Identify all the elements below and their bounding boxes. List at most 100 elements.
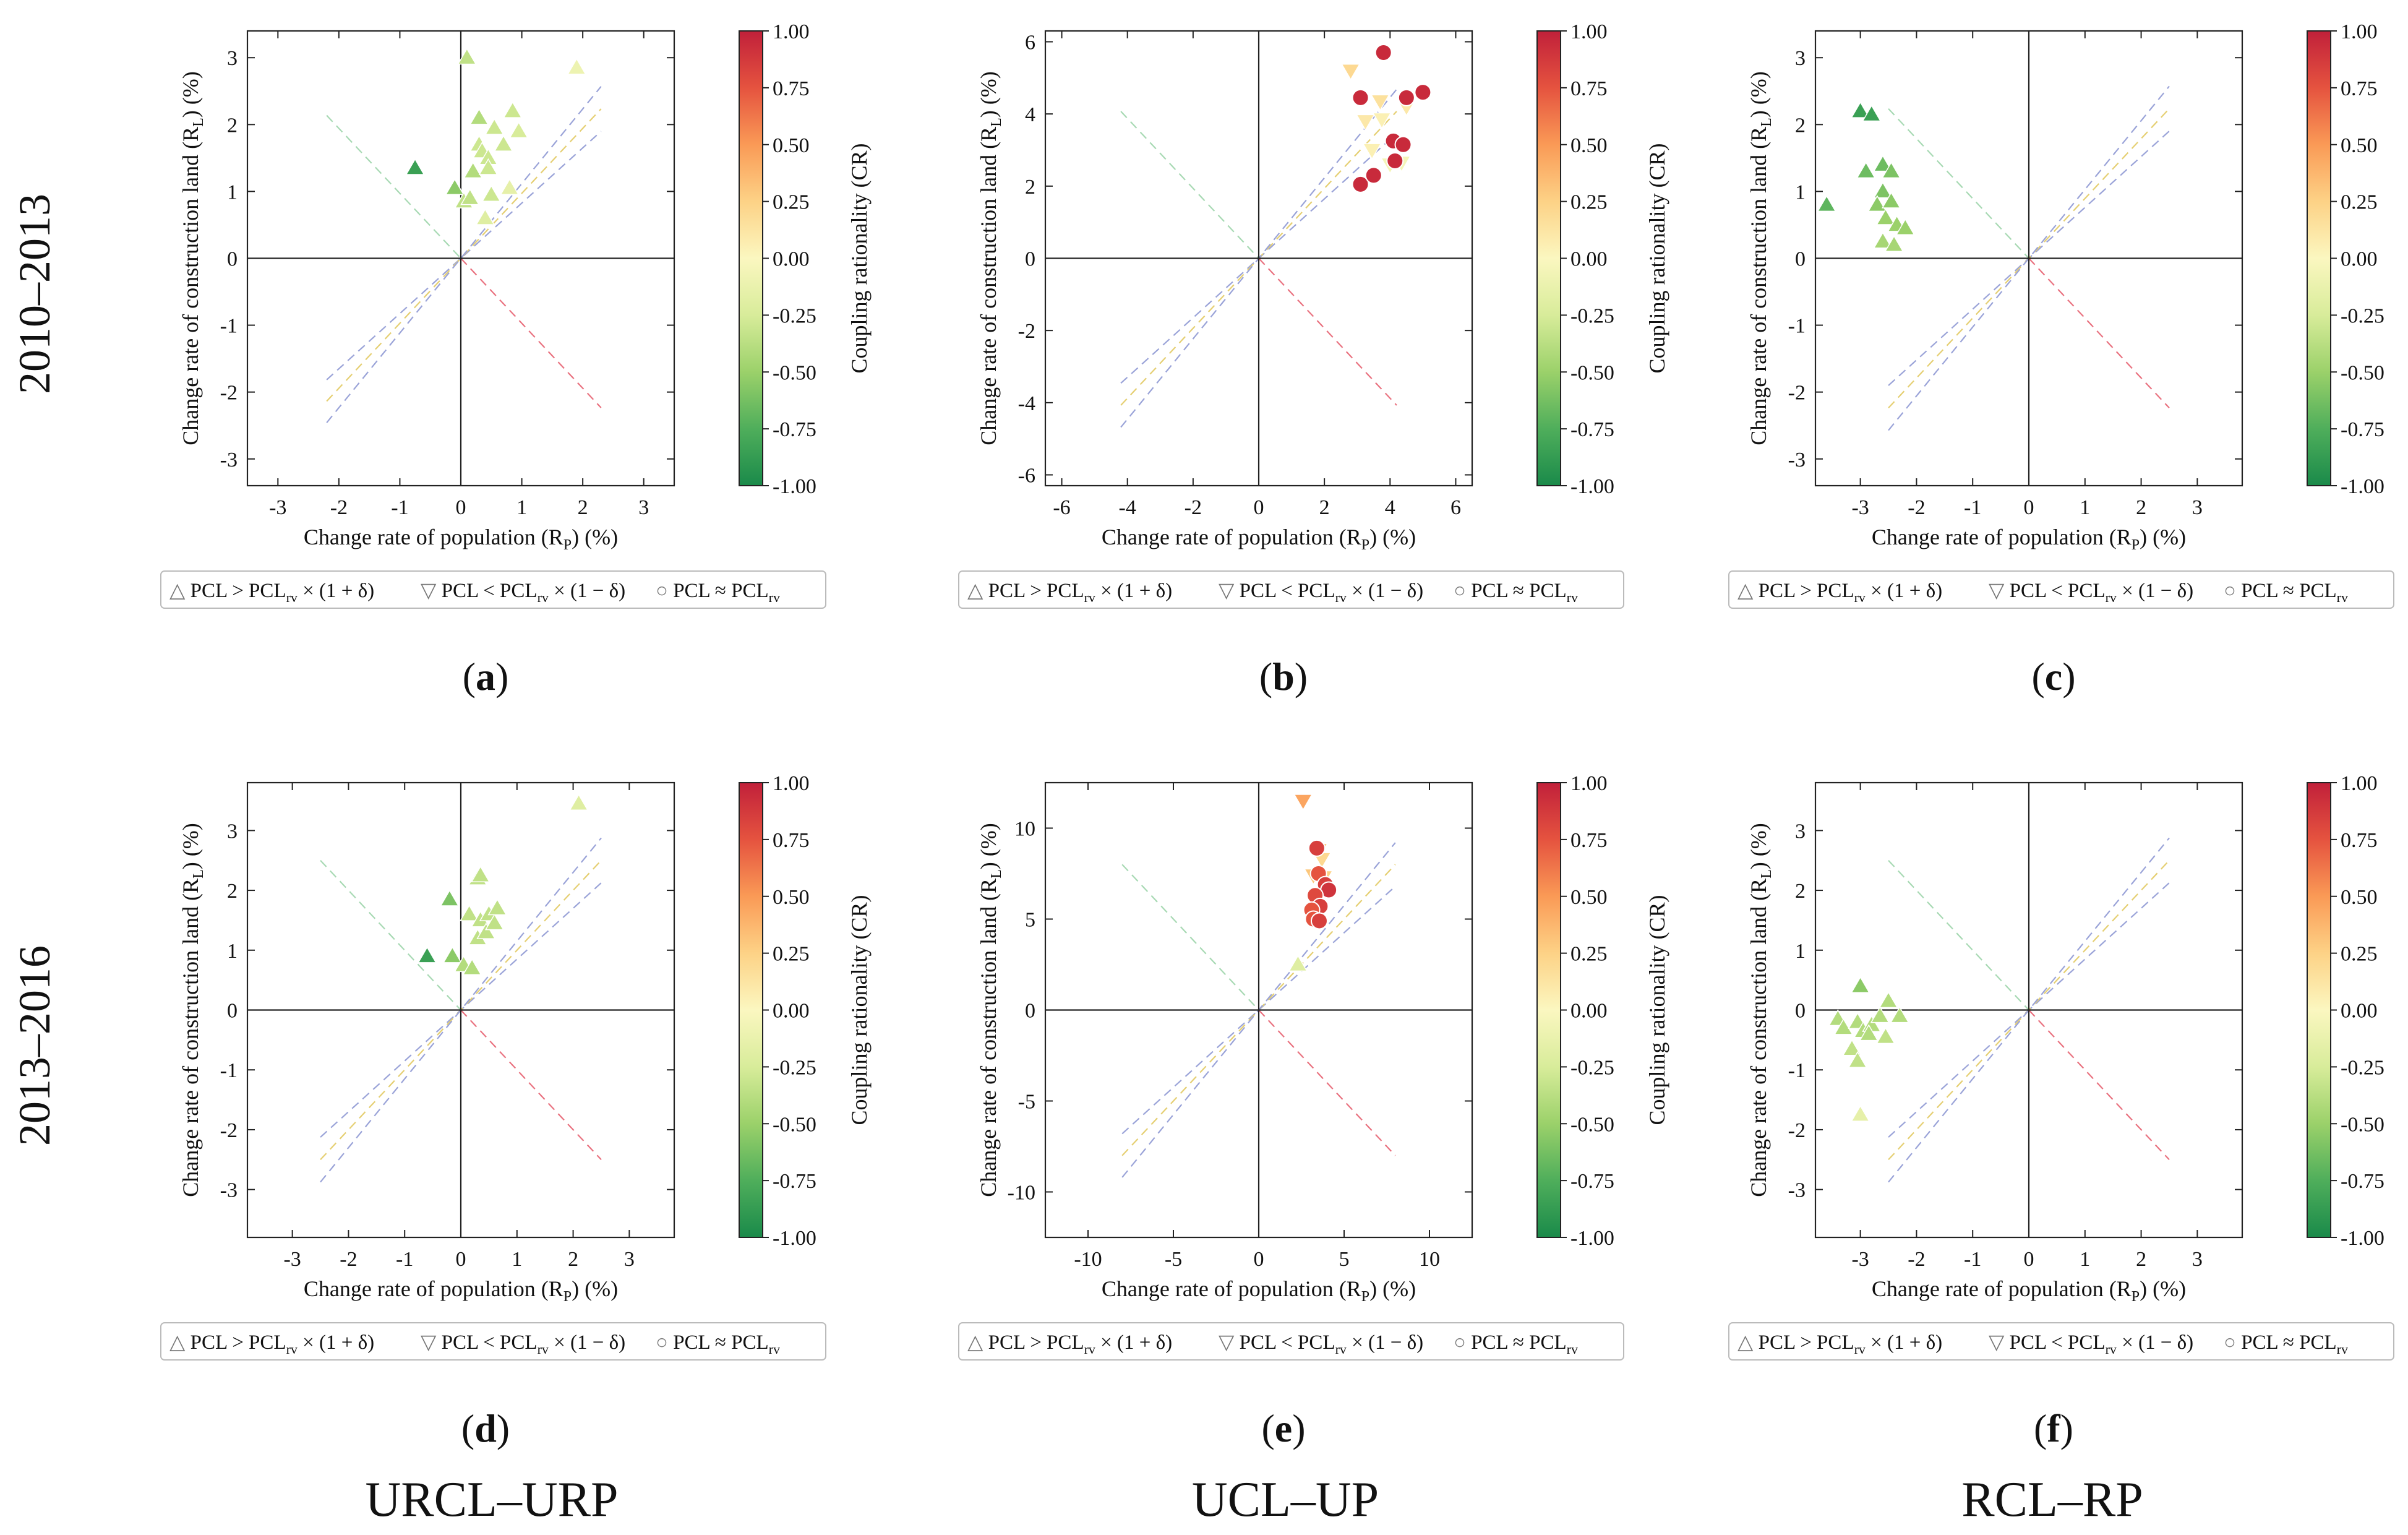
y-tick-label: 2: [227, 114, 238, 137]
x-tick-label: 0: [456, 1248, 466, 1271]
data-point-circle: [1414, 84, 1432, 101]
data-point-triangle-up: [1881, 161, 1901, 179]
y-axis-label: Change rate of construction land (RL) (%…: [1746, 823, 1775, 1197]
data-point-triangle-down: [1293, 794, 1313, 811]
data-point-triangle-up: [1875, 1027, 1896, 1044]
data-point-triangle-up: [462, 958, 482, 975]
y-tick-label: 2: [1025, 176, 1035, 199]
panel-letter: (d): [461, 1406, 510, 1450]
guide-line-positive: [326, 86, 602, 423]
x-tick-label: -5: [1165, 1248, 1182, 1271]
guide-line-negative-right: [2028, 257, 2170, 409]
y-tick-label: 2: [1795, 114, 1806, 137]
legend-item: ○ PCL ≈ PCLrv: [1454, 1331, 1578, 1357]
data-point-triangle-up: [1848, 1051, 1867, 1068]
legend-item: △ PCL > PCLrv × (1 + δ): [169, 580, 374, 605]
row-label-2013-2016: 2013–2016: [10, 945, 59, 1146]
x-tick-label: 4: [1385, 496, 1395, 519]
colorbar-tick-label: 0.25: [1570, 943, 1608, 966]
x-axis-label: Change rate of population (RP) (%): [1102, 1276, 1416, 1305]
guide-line-negative-left: [1121, 864, 1259, 1011]
y-tick-label: -1: [220, 1059, 238, 1082]
colorbar: [739, 30, 763, 486]
colorbar-tick-label: 0.25: [2341, 943, 2378, 966]
guide-line-negative-left: [1888, 108, 2029, 259]
colorbar-tick-label: -0.50: [1570, 1113, 1614, 1136]
y-axis-label: Change rate of construction land (RL) (%…: [178, 71, 207, 445]
panel-letter: (b): [1259, 655, 1308, 699]
colorbar-tick-label: 0.00: [2341, 1000, 2378, 1023]
data-point-triangle-up: [476, 922, 496, 939]
panel-letter: (e): [1261, 1406, 1305, 1450]
legend-item: ▽ PCL < PCLrv × (1 − δ): [421, 580, 625, 605]
x-tick-label: -3: [269, 496, 286, 519]
data-point-circle: [1308, 839, 1326, 857]
colorbar-tick-label: -0.50: [1570, 361, 1614, 384]
data-point-triangle-up: [500, 178, 520, 196]
data-point-triangle-up: [442, 946, 462, 963]
x-tick-label: -3: [1851, 1248, 1869, 1271]
x-tick-label: -2: [1185, 496, 1202, 519]
data-point-triangle-down: [1370, 94, 1390, 111]
colorbar-tick-label: 0.75: [2341, 829, 2378, 852]
chart-panel-4: -3 -2 -1 0 1 2 3 -3 -2 -1 0 1 2 3 Change rate of popul…: [160, 772, 872, 1450]
y-tick-label: 3: [1795, 47, 1806, 70]
colorbar-tick-label: -0.25: [773, 304, 816, 327]
colorbar-tick-label: 0.00: [773, 1000, 810, 1023]
legend-item: ○ PCL ≈ PCLrv: [2224, 580, 2348, 605]
x-tick-label: -6: [1053, 496, 1070, 519]
colorbar-tick-label: 1.00: [2341, 772, 2378, 795]
legend-box: [160, 1322, 826, 1361]
data-point-triangle-up: [1288, 955, 1308, 972]
colorbar-tick-label: 0.50: [1570, 134, 1608, 157]
x-tick-label: 1: [2080, 496, 2090, 519]
colorbar-tick-label: 0.75: [1570, 77, 1608, 100]
data-point-triangle-up: [1833, 1018, 1853, 1035]
data-point-triangle-up: [569, 794, 589, 810]
x-tick-label: -10: [1074, 1248, 1102, 1271]
y-tick-label: 10: [1014, 818, 1035, 841]
y-tick-label: 3: [1795, 820, 1806, 843]
legend-box: [1728, 570, 2394, 609]
x-tick-label: 3: [638, 496, 649, 519]
y-tick-label: 0: [1025, 248, 1035, 271]
data-point-circle: [1310, 912, 1328, 930]
guide-line-negative-right: [1258, 257, 1397, 406]
y-tick-label: 0: [1795, 248, 1806, 271]
legend-box: [1728, 1322, 2394, 1361]
legend-item: △ PCL > PCLrv × (1 + δ): [967, 1331, 1172, 1357]
y-tick-label: 1: [227, 181, 238, 204]
colorbar-tick-label: 0.50: [2341, 134, 2378, 157]
y-tick-label: -6: [1018, 465, 1035, 488]
x-tick-label: -2: [1908, 496, 1925, 519]
column-label-rcl-rp: RCL–RP: [1961, 1473, 2143, 1527]
x-tick-label: 10: [1419, 1248, 1440, 1271]
data-point-triangle-up: [440, 889, 460, 906]
y-tick-label: 0: [1795, 1000, 1806, 1023]
colorbar-tick-label: -1.00: [773, 475, 816, 498]
x-tick-label: 2: [1319, 496, 1330, 519]
data-point-circle: [1365, 166, 1382, 184]
x-tick-label: -1: [1964, 496, 1981, 519]
x-tick-label: 2: [2136, 1248, 2146, 1271]
colorbar: [2307, 782, 2331, 1238]
x-tick-label: 2: [578, 496, 588, 519]
x-axis-label: Change rate of population (RP) (%): [1872, 1276, 2186, 1305]
data-point-circle: [1352, 175, 1369, 193]
y-tick-label: 3: [227, 47, 238, 70]
colorbar-tick-label: -0.75: [773, 418, 816, 441]
data-point-triangle-up: [457, 48, 477, 65]
y-tick-label: 4: [1025, 103, 1035, 126]
data-point-triangle-down: [1355, 114, 1376, 131]
y-tick-label: 2: [227, 880, 238, 903]
x-tick-label: 3: [2192, 496, 2203, 519]
x-tick-label: -3: [1851, 496, 1869, 519]
colorbar-tick-label: 0.50: [2341, 886, 2378, 909]
y-tick-label: -2: [220, 1119, 238, 1142]
y-tick-label: 6: [1025, 32, 1035, 54]
colorbar-tick-label: 1.00: [1570, 20, 1608, 43]
legend-box: [958, 570, 1624, 609]
y-tick-label: -10: [1008, 1182, 1035, 1205]
x-tick-label: 0: [1254, 1248, 1264, 1271]
